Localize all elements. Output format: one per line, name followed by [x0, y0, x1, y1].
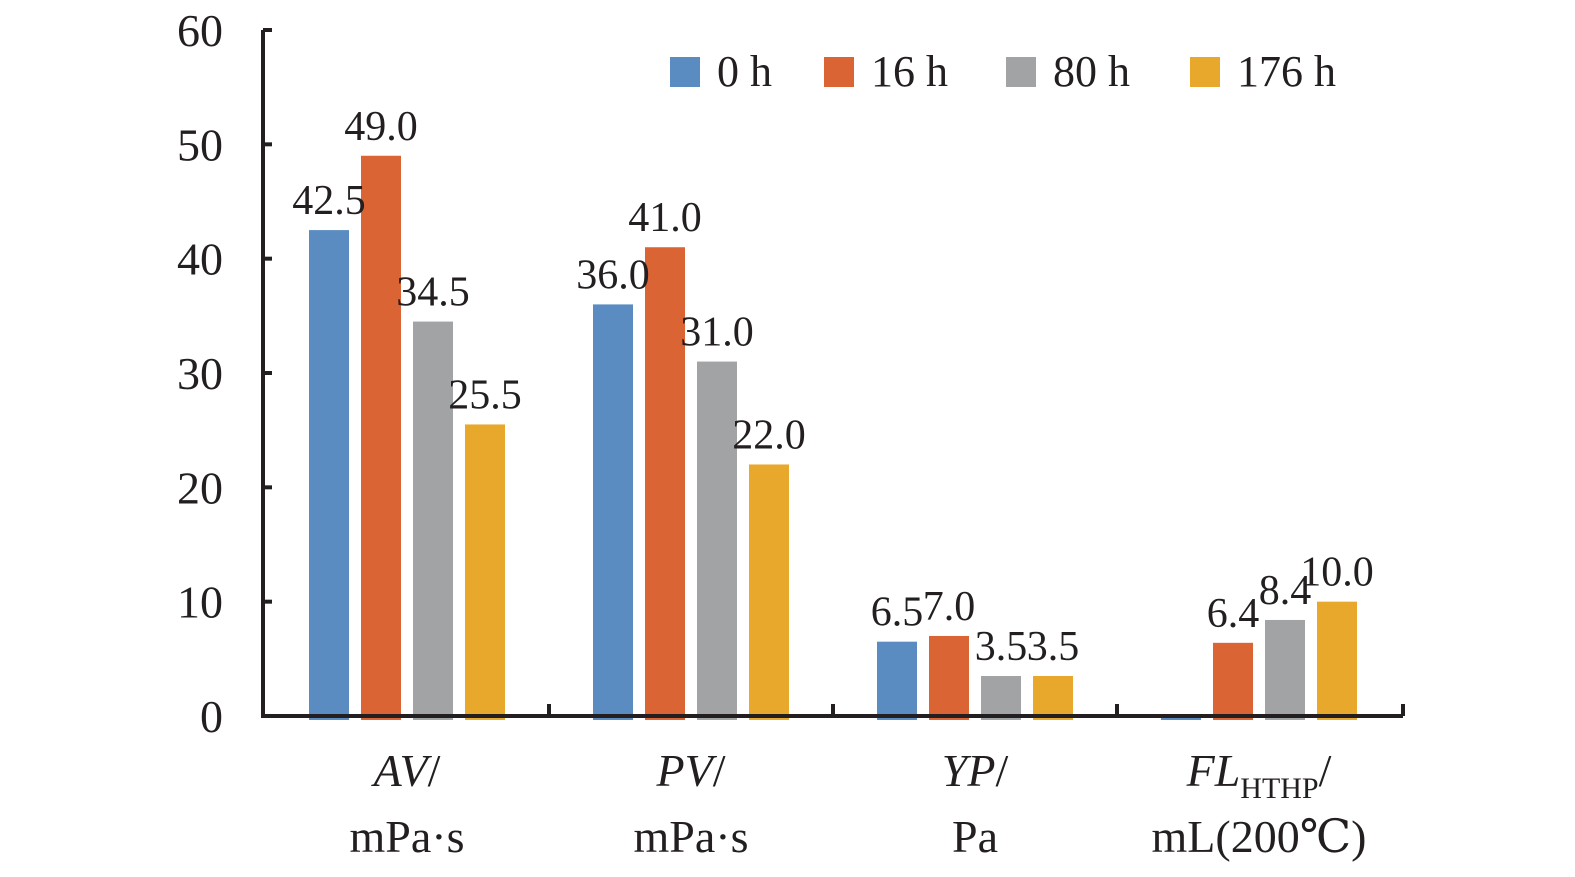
category-unit-label: mPa·s — [634, 811, 749, 862]
bar-yp-0h — [877, 641, 917, 720]
y-tick-label: 50 — [177, 119, 223, 170]
bar-pv-80h — [697, 361, 737, 720]
bar-yp-16h — [929, 635, 969, 720]
data-label: 8.4 — [1259, 568, 1312, 614]
legend-label: 0 h — [717, 47, 772, 96]
data-labels-layer: 42.549.034.525.536.041.031.022.06.5 7.03.… — [292, 104, 1374, 670]
bar-av-0h — [309, 230, 349, 721]
legend-label: 16 h — [871, 47, 948, 96]
bar-av-176h — [465, 424, 505, 720]
bar-yp-80h — [981, 675, 1021, 720]
x-category-labels: AV/mPa·s PV/mPa·s YP/Pa FLHTHP/mL(200℃) — [350, 745, 1367, 862]
category-unit-label: Pa — [952, 811, 998, 862]
bar-fl-16h — [1213, 642, 1253, 720]
data-label: 31.0 — [680, 310, 754, 356]
data-label: 25.5 — [448, 372, 522, 418]
y-tick-label: 60 — [177, 5, 223, 56]
legend: 0 h 16 h 80 h 176 h — [670, 47, 1336, 96]
bar-yp-176h — [1033, 675, 1073, 720]
bar-pv-0h — [593, 304, 633, 720]
bar-fl-176h — [1317, 601, 1357, 720]
data-label: 6.5 — [871, 590, 924, 636]
bar-pv-16h — [645, 247, 685, 720]
y-tick-label: 10 — [177, 577, 223, 628]
y-tick-label: 20 — [177, 462, 223, 513]
category-label-av: AV/ — [371, 745, 441, 796]
category-label-pv: PV/ — [656, 745, 726, 796]
category-label-yp: YP/ — [942, 745, 1009, 796]
data-label: 3.5 — [1027, 624, 1080, 670]
y-tick-label: 0 — [200, 691, 223, 742]
category-unit-label: mPa·s — [350, 811, 465, 862]
data-label: 22.0 — [732, 412, 806, 458]
data-label: 7.0 — [923, 584, 976, 630]
bar-av-16h — [361, 155, 401, 720]
bar-pv-176h — [749, 464, 789, 720]
legend-label: 80 h — [1053, 47, 1130, 96]
y-tick-label: 30 — [177, 348, 223, 399]
bar-fl-80h — [1265, 619, 1305, 720]
data-label: 10.0 — [1300, 550, 1374, 596]
legend-swatch — [1190, 57, 1220, 87]
data-label: 6.4 — [1207, 591, 1260, 637]
category-label-fl: FLHTHP/ — [1186, 745, 1332, 805]
bars-layer — [309, 155, 1357, 721]
data-label: 49.0 — [344, 104, 418, 150]
data-label: 41.0 — [628, 195, 702, 241]
data-label: 34.5 — [396, 270, 470, 316]
y-tick-label: 40 — [177, 234, 223, 285]
legend-swatch — [1006, 57, 1036, 87]
legend-label: 176 h — [1237, 47, 1336, 96]
bar-av-80h — [413, 321, 453, 720]
axes-layer — [261, 28, 1405, 718]
legend-swatch — [824, 57, 854, 87]
category-unit-label: mL(200℃) — [1152, 811, 1367, 862]
data-label: 3.5 — [975, 624, 1028, 670]
y-tick-labels: 0 10 20 30 40 50 60 — [177, 5, 223, 742]
data-label: 42.5 — [292, 178, 366, 224]
data-label: 36.0 — [576, 252, 650, 298]
legend-swatch — [670, 57, 700, 87]
